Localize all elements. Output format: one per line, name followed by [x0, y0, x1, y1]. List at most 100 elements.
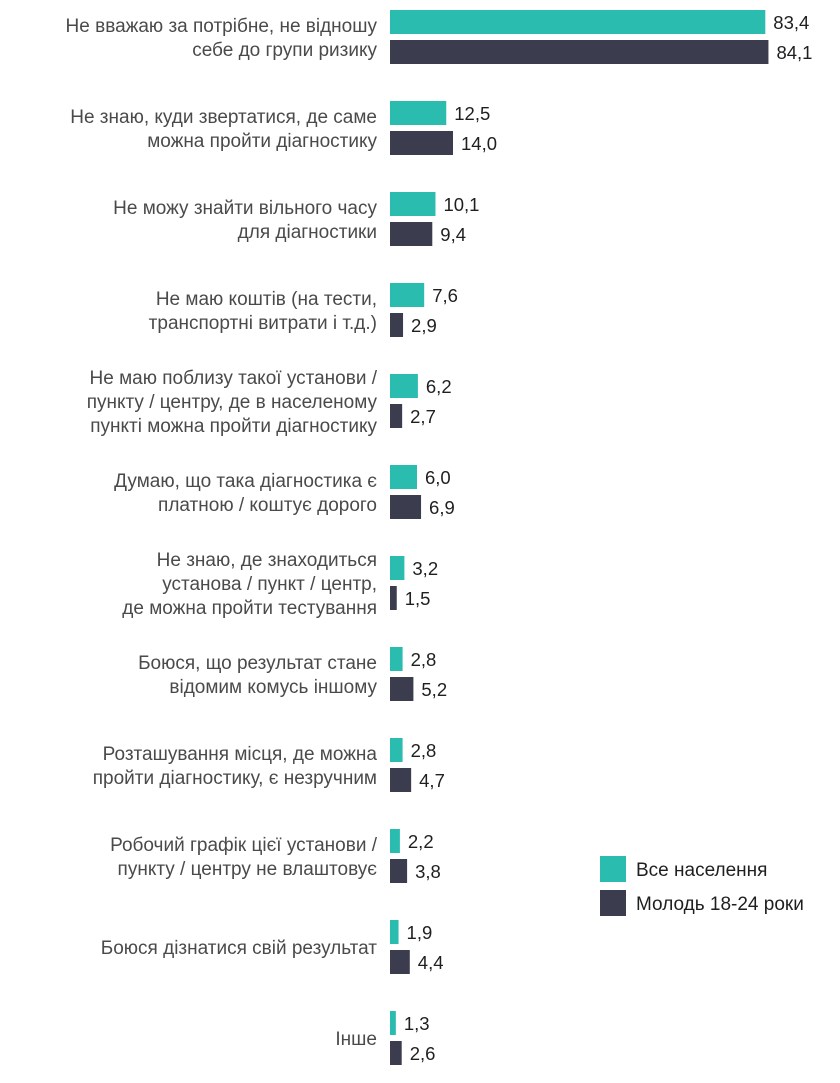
- value-label: 2,2: [408, 831, 434, 852]
- legend-item: Все населення: [600, 856, 767, 882]
- bar-group: Не вважаю за потрібне, не відношу себе до…: [66, 10, 812, 64]
- bar-all-population: [390, 192, 436, 216]
- category-label-line: Думаю, що така діагностика є: [114, 471, 377, 492]
- value-label: 1,3: [404, 1013, 430, 1034]
- category-label-line: Не маю поблизу такої установи /: [90, 368, 378, 389]
- category-label-line: для діагностики: [238, 222, 377, 243]
- value-label: 1,9: [407, 922, 433, 943]
- bar-youth-18-24: [390, 40, 769, 64]
- category-label-line: Не знаю, де знаходиться: [157, 550, 377, 571]
- bar-all-population: [390, 556, 405, 580]
- bar-youth-18-24: [390, 1041, 402, 1065]
- category-label-line: Інше: [335, 1029, 377, 1050]
- category-label-line: установа / пункт / центр,: [162, 574, 377, 595]
- value-label: 3,8: [415, 861, 441, 882]
- bar-group: Розташування місця, де можна пройти діагн…: [93, 738, 445, 792]
- bar-group: Не маю коштів (на тести, транспортні витр…: [149, 283, 458, 337]
- category-label: Не вважаю за потрібне, не відношу себе до…: [66, 16, 378, 61]
- category-label: Не знаю, куди звертатися, де саме можна п…: [70, 107, 377, 152]
- bar-youth-18-24: [390, 586, 397, 610]
- value-label: 6,0: [425, 467, 451, 488]
- category-label-line: пункту / центру, де в населеному: [87, 392, 378, 413]
- bar-youth-18-24: [390, 313, 404, 337]
- bar-group: Думаю, що така діагностика є платною / ко…: [114, 465, 455, 519]
- bar-group: Робочий графік цієї установи / пункту / ц…: [110, 829, 441, 883]
- legend-item: Молодь 18-24 роки: [600, 890, 804, 916]
- bar-all-population: [390, 920, 399, 944]
- value-label: 4,7: [419, 770, 445, 791]
- bar-all-population: [390, 829, 400, 853]
- bar-youth-18-24: [390, 495, 422, 519]
- bar-youth-18-24: [390, 950, 410, 974]
- bar-youth-18-24: [390, 768, 412, 792]
- value-label: 6,2: [426, 376, 452, 397]
- category-label: Боюся, що результат стане відомим комусь …: [138, 653, 377, 698]
- bar-all-population: [390, 10, 766, 34]
- value-label: 3,2: [412, 558, 438, 579]
- bar-group: Боюся, що результат стане відомим комусь …: [138, 647, 447, 701]
- category-label-line: відомим комусь іншому: [169, 677, 377, 698]
- category-label-line: можна пройти діагностику: [147, 131, 377, 152]
- value-label: 14,0: [461, 133, 497, 154]
- category-label-line: пройти діагностику, є незручним: [93, 768, 377, 789]
- bar-group: Не знаю, де знаходиться установа / пункт …: [122, 550, 438, 619]
- bar-all-population: [390, 374, 418, 398]
- category-label: Інше: [335, 1029, 377, 1050]
- value-label: 2,8: [411, 740, 437, 761]
- category-label: Не знаю, де знаходиться установа / пункт …: [122, 550, 377, 619]
- category-label-line: транспортні витрати і т.д.): [149, 313, 377, 334]
- value-label: 84,1: [776, 42, 812, 63]
- value-label: 12,5: [454, 103, 490, 124]
- value-label: 2,6: [410, 1043, 436, 1064]
- category-label-line: Не вважаю за потрібне, не відношу: [66, 16, 378, 37]
- bar-all-population: [390, 647, 403, 671]
- value-label: 2,9: [411, 315, 437, 336]
- category-label-line: пункті можна пройти діагностику: [90, 416, 377, 437]
- bar-youth-18-24: [390, 404, 403, 428]
- category-label: Думаю, що така діагностика є платною / ко…: [114, 471, 377, 516]
- value-label: 9,4: [440, 224, 466, 245]
- category-label: Робочий графік цієї установи / пункту / ц…: [110, 835, 378, 880]
- category-label-line: Боюся дізнатися свій результат: [101, 938, 378, 959]
- value-label: 5,2: [421, 679, 447, 700]
- value-label: 2,8: [411, 649, 437, 670]
- category-label-line: Боюся, що результат стане: [138, 653, 377, 674]
- legend-label: Все населення: [636, 860, 767, 881]
- category-label-line: пункту / центру не влаштовує: [118, 859, 378, 880]
- value-label: 83,4: [773, 12, 809, 33]
- category-label: Не можу знайти вільного часу для діагност…: [113, 198, 377, 243]
- bar-all-population: [390, 738, 403, 762]
- category-label-line: Не маю коштів (на тести,: [156, 289, 377, 310]
- category-label: Боюся дізнатися свій результат: [101, 938, 378, 959]
- category-label-line: де можна пройти тестування: [122, 598, 377, 619]
- bar-all-population: [390, 283, 425, 307]
- category-label-line: Робочий графік цієї установи /: [110, 835, 378, 856]
- bar-all-population: [390, 465, 417, 489]
- bar-youth-18-24: [390, 677, 414, 701]
- category-label-line: Розташування місця, де можна: [103, 744, 378, 765]
- legend: Все населення Молодь 18-24 роки: [600, 856, 804, 916]
- value-label: 1,5: [405, 588, 431, 609]
- bar-group: Не знаю, куди звертатися, де саме можна п…: [70, 101, 497, 155]
- category-label-line: себе до групи ризику: [192, 40, 377, 61]
- category-label: Не маю поблизу такої установи / пункту / …: [87, 368, 378, 437]
- legend-swatch: [600, 890, 626, 916]
- bar-youth-18-24: [390, 859, 408, 883]
- value-label: 4,4: [418, 952, 444, 973]
- bar-group: Інше 1,3 2,6: [335, 1011, 435, 1065]
- value-label: 7,6: [432, 285, 458, 306]
- bar-group: Не можу знайти вільного часу для діагност…: [113, 192, 479, 246]
- bar-youth-18-24: [390, 222, 433, 246]
- bar-all-population: [390, 1011, 396, 1035]
- category-label-line: платною / коштує дорого: [158, 495, 377, 516]
- value-label: 6,9: [429, 497, 455, 518]
- legend-label: Молодь 18-24 роки: [636, 894, 804, 915]
- value-label: 2,7: [410, 406, 436, 427]
- chart-groups: Не вважаю за потрібне, не відношу себе до…: [66, 10, 812, 1065]
- category-label-line: Не можу знайти вільного часу: [113, 198, 377, 219]
- category-label-line: Не знаю, куди звертатися, де саме: [70, 107, 377, 128]
- bar-group: Боюся дізнатися свій результат 1,9 4,4: [101, 920, 444, 974]
- bar-all-population: [390, 101, 447, 125]
- category-label: Не маю коштів (на тести, транспортні витр…: [149, 289, 377, 334]
